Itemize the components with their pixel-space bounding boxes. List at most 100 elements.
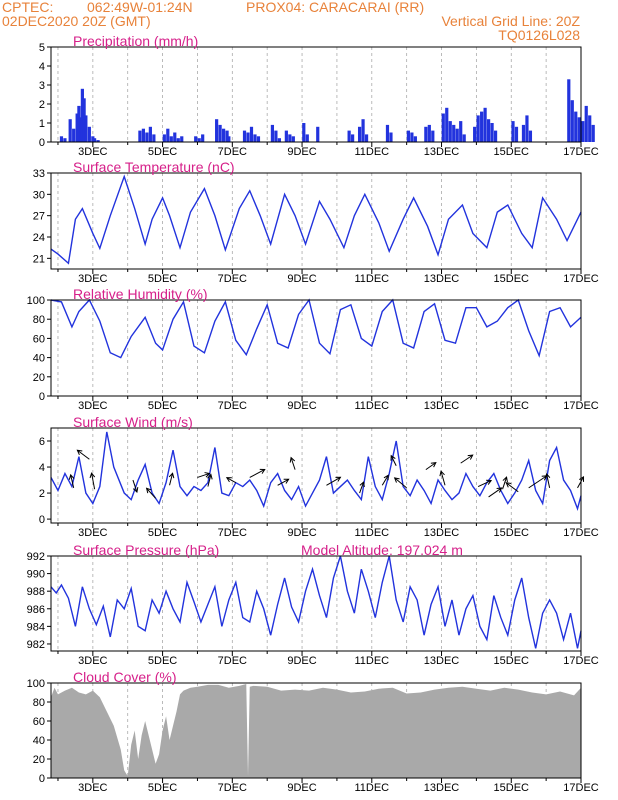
- wind-vector-head: [289, 456, 296, 463]
- wind-vector: [207, 474, 212, 487]
- wind-vector-head: [132, 487, 139, 494]
- y-tick-label: 40: [33, 353, 45, 365]
- precip-bar: [528, 130, 533, 142]
- y-tick-label: 1: [39, 118, 45, 130]
- wind-vector-head: [68, 473, 75, 480]
- wind-vector: [290, 457, 296, 470]
- wind-vector: [505, 482, 519, 493]
- x-tick-label: 7DEC: [218, 273, 247, 285]
- precip-bar: [63, 138, 67, 142]
- x-tick-label: 9DEC: [287, 273, 316, 285]
- y-tick-label: 988: [27, 586, 45, 598]
- precip-bar: [588, 115, 592, 142]
- precip-bar: [525, 115, 529, 142]
- header-grid-note: Vertical Grid Line: 20Z: [441, 13, 580, 29]
- wind-vector-head: [430, 462, 437, 468]
- x-tick-label: 5DEC: [148, 146, 177, 158]
- x-tick-label: 3DEC: [78, 655, 107, 667]
- wind-vector: [277, 478, 289, 486]
- precip-bar: [218, 124, 222, 142]
- precip-bar: [305, 134, 309, 142]
- x-tick-label: 5DEC: [148, 782, 177, 794]
- y-tick-label: 0: [39, 137, 45, 149]
- precip-bar: [581, 121, 585, 142]
- x-tick-label: 13DEC: [424, 527, 460, 539]
- y-tick-label: 2: [39, 488, 45, 500]
- precip-bar: [511, 121, 515, 142]
- panel-frame: [50, 46, 582, 143]
- wind-vector-head: [359, 481, 365, 488]
- precip-bar: [431, 130, 435, 142]
- precip-bar: [574, 111, 578, 142]
- model-altitude-annotation: Model Altitude: 197.024 m: [301, 542, 463, 558]
- precip-bar: [591, 124, 595, 142]
- precip-bar: [80, 88, 84, 142]
- precip-bar: [197, 138, 201, 142]
- y-tick-label: 24: [33, 232, 45, 244]
- precip-bar: [483, 107, 487, 142]
- wind-vector-head: [544, 472, 551, 479]
- precip-bar: [277, 138, 281, 142]
- series-line-4: [50, 555, 582, 649]
- precip-bar: [455, 128, 459, 142]
- precip-bar: [473, 126, 477, 142]
- x-tick-label: 11DEC: [354, 146, 389, 158]
- x-tick-label: 11DEC: [354, 655, 389, 667]
- x-tick-label: 3DEC: [78, 400, 107, 412]
- x-tick-label: 17DEC: [563, 400, 599, 412]
- wind-vector-head: [486, 479, 493, 485]
- precip-bar: [413, 136, 417, 142]
- panel-frame: [50, 427, 582, 524]
- x-tick-label: 13DEC: [424, 273, 460, 285]
- y-tick-label: 5: [39, 42, 45, 54]
- header-station: PROX04: CARACARAI (RR): [246, 0, 424, 15]
- precip-bar: [521, 124, 526, 142]
- panel-title: Surface Pressure (hPa): [73, 542, 219, 558]
- precip-bar: [72, 128, 76, 142]
- wind-vector: [390, 455, 397, 466]
- precip-bar: [490, 123, 494, 142]
- precip-bar: [84, 115, 88, 142]
- precip-bar: [227, 136, 231, 142]
- y-tick-label: 4: [39, 462, 45, 474]
- header-run-time: 02DEC2020 20Z (GMT): [2, 13, 151, 29]
- x-tick-label: 9DEC: [287, 782, 316, 794]
- precip-bar: [452, 124, 456, 142]
- y-tick-label: 0: [39, 391, 45, 403]
- y-tick-label: 60: [33, 716, 45, 728]
- precip-bar: [59, 136, 64, 142]
- x-tick-label: 15DEC: [494, 273, 530, 285]
- header-source: CPTEC:: [2, 0, 53, 15]
- wind-vector: [146, 487, 156, 499]
- wind-vector: [502, 477, 508, 490]
- precip-bar: [249, 126, 254, 142]
- precip-bar: [79, 117, 83, 142]
- wind-vector-head: [225, 477, 232, 483]
- panel-title: Surface Wind (m/s): [73, 414, 193, 430]
- panel-title: Precipitation (mm/h): [73, 33, 198, 49]
- x-tick-label: 11DEC: [354, 527, 389, 539]
- y-tick-label: 27: [33, 211, 45, 223]
- precip-bar: [424, 126, 428, 142]
- precip-bar: [480, 111, 484, 142]
- header-coordinates: 062:49W-01:24N: [87, 0, 193, 15]
- precip-bar: [270, 124, 275, 142]
- x-tick-label: 3DEC: [78, 146, 107, 158]
- x-tick-label: 17DEC: [563, 146, 599, 158]
- precip-bar: [152, 134, 156, 142]
- header-model-id: TQ0126L028: [498, 27, 580, 43]
- wind-vector-head: [496, 487, 503, 493]
- precip-bar: [514, 126, 519, 142]
- wind-vector: [425, 462, 437, 471]
- x-tick-label: 13DEC: [424, 400, 460, 412]
- precip-bar: [77, 105, 81, 142]
- y-tick-label: 40: [33, 735, 45, 747]
- y-tick-label: 984: [27, 621, 45, 633]
- y-tick-label: 80: [33, 697, 45, 709]
- x-tick-label: 9DEC: [287, 527, 316, 539]
- precip-bar: [441, 113, 445, 142]
- precip-bar: [145, 132, 149, 142]
- precip-bar: [141, 128, 146, 142]
- precip-bar: [92, 138, 97, 142]
